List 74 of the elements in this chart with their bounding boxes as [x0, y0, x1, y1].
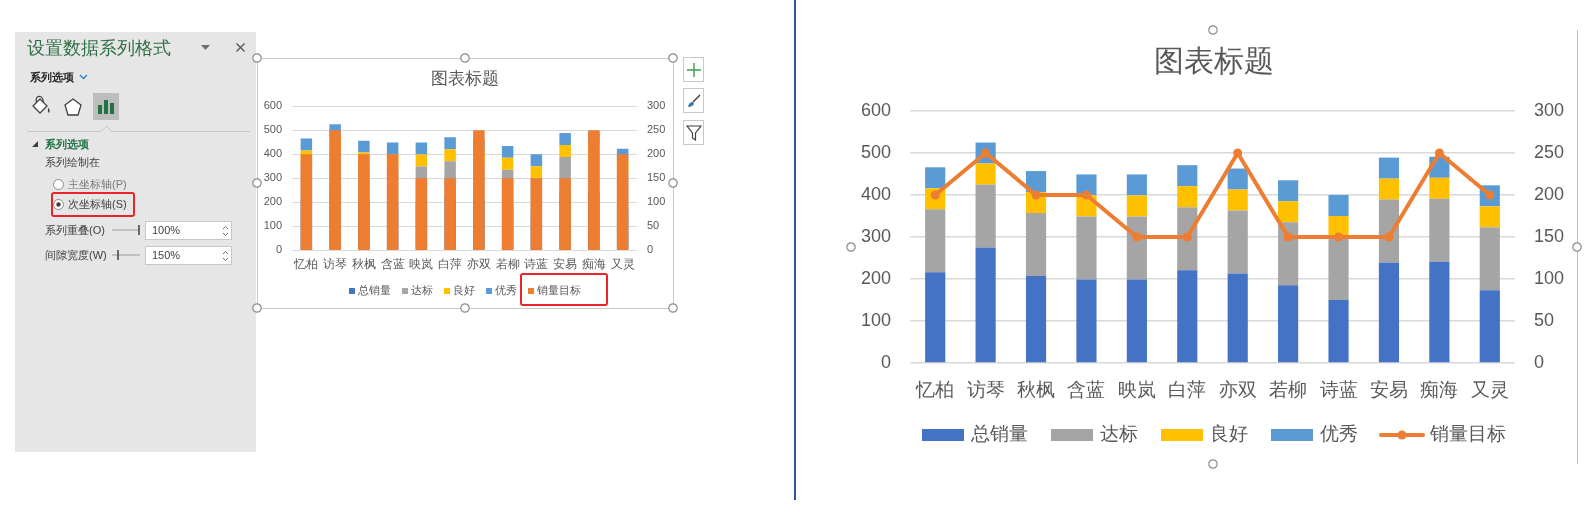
text: 系列选项 [45, 137, 89, 151]
legend-label: 达标 [1100, 423, 1138, 445]
x-tick-label: 诗蓝 [524, 256, 549, 271]
x-tick-label: 秋枫 [351, 256, 376, 271]
y-tick-label: 600 [860, 99, 891, 120]
chart-title: 图表标题 [1154, 44, 1274, 78]
x-tick-label: 又灵 [1470, 378, 1509, 400]
legend-label: 销量目标 [536, 284, 581, 297]
y-tick-label: 100 [860, 309, 891, 330]
y2-tick-label: 200 [1534, 183, 1565, 204]
y2-tick-label: 150 [647, 171, 666, 184]
y-tick-label: 200 [263, 195, 282, 208]
legend-label: 良好 [1210, 423, 1248, 445]
y2-tick-label: 300 [647, 99, 666, 112]
y-tick-label: 600 [263, 99, 282, 112]
y2-tick-label: 100 [647, 195, 666, 208]
y-tick-label: 0 [275, 243, 282, 256]
y2-tick-label: 0 [1534, 351, 1545, 372]
y-tick-label: 200 [860, 267, 891, 288]
legend-label: 良好 [453, 284, 475, 297]
legend-label: 总销量 [357, 284, 391, 297]
x-tick-label: 诗蓝 [1319, 378, 1358, 400]
y2-tick-label: 50 [1534, 309, 1555, 330]
y2-tick-label: 50 [647, 219, 660, 232]
x-tick-label: 访琴 [323, 256, 348, 271]
text: 100% [152, 223, 181, 237]
x-tick-label: 安易 [1369, 378, 1408, 400]
x-tick-label: 忆柏 [293, 256, 319, 271]
x-tick-label: 忆柏 [915, 378, 955, 400]
text: 系列选项 [30, 70, 74, 84]
x-tick-label: 安易 [553, 256, 578, 271]
text: 系列重叠(O) [45, 223, 105, 237]
x-tick-label: 若柳 [495, 256, 520, 271]
legend-label: 总销量 [970, 423, 1028, 445]
x-tick-label: 含蓝 [1067, 378, 1106, 400]
y-tick-label: 0 [880, 351, 891, 372]
x-tick-label: 白萍 [438, 256, 463, 271]
x-tick-label: 亦双 [466, 256, 491, 271]
y-tick-label: 500 [860, 141, 891, 162]
y-tick-label: 400 [860, 183, 891, 204]
text: 主坐标轴(P) [68, 177, 127, 191]
y2-tick-label: 200 [647, 147, 666, 160]
x-tick-label: 又灵 [610, 256, 635, 271]
x-tick-label: 痴海 [581, 256, 606, 271]
legend-label: 优秀 [1320, 423, 1358, 445]
text: 150% [152, 248, 181, 262]
x-tick-label: 秋枫 [1017, 378, 1056, 400]
legend-label: 销量目标 [1429, 423, 1506, 445]
y2-tick-label: 0 [647, 243, 654, 256]
x-tick-label: 若柳 [1269, 378, 1308, 400]
y-tick-label: 500 [263, 123, 282, 136]
y2-tick-label: 250 [1534, 141, 1565, 162]
legend-label: 达标 [411, 284, 433, 297]
x-tick-label: 白萍 [1168, 378, 1207, 400]
x-tick-label: 映岚 [409, 256, 434, 271]
text: 间隙宽度(W) [45, 248, 107, 262]
x-tick-label: 含蓝 [380, 256, 405, 271]
y-tick-label: 300 [860, 225, 891, 246]
chart-title: 图表标题 [431, 68, 499, 88]
y2-tick-label: 250 [647, 123, 666, 136]
legend-label: 优秀 [495, 284, 517, 297]
x-tick-label: 访琴 [966, 378, 1005, 400]
text: 系列绘制在 [45, 155, 100, 169]
x-tick-label: 痴海 [1420, 378, 1459, 400]
y2-tick-label: 300 [1534, 99, 1565, 120]
y-tick-label: 400 [263, 147, 282, 160]
y2-tick-label: 150 [1534, 225, 1565, 246]
y-tick-label: 100 [263, 219, 282, 232]
x-tick-label: 亦双 [1218, 378, 1257, 400]
y2-tick-label: 100 [1534, 267, 1565, 288]
x-tick-label: 映岚 [1117, 378, 1156, 400]
text: 设置数据系列格式 [27, 37, 171, 59]
y-tick-label: 300 [263, 171, 282, 184]
text: 次坐标轴(S) [68, 197, 127, 211]
